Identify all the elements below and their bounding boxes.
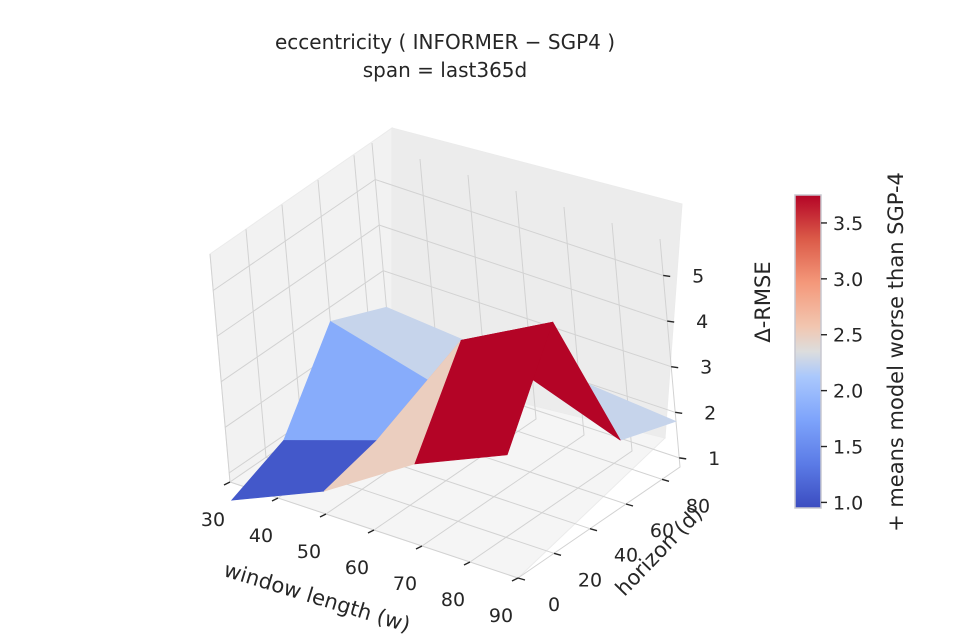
colorbar-tick-label-3: 2.5 [833,325,863,347]
chart-title: eccentricity ( INFORMER − SGP4 ) span = … [275,30,615,82]
subtitle-text: span = last365d [363,58,527,82]
x-axis-label: window length (w) [221,558,413,638]
y-tick-mark-0 [517,577,526,581]
colorbar-gradient [795,195,821,508]
x-axis-ticks: 30 40 50 60 70 80 90 [201,481,519,627]
colorbar-ticks: 1.0 1.5 2.0 2.5 3.0 3.5 [821,213,863,514]
grid-lines [209,142,681,579]
y-tick-label-2: 40 [614,545,638,567]
colorbar-tick-label-1: 1.5 [833,437,863,459]
y-tick-mark-2 [589,527,598,532]
z-axis-label: Δ-RMSE [751,261,775,342]
grid-line-x-3 [373,190,537,531]
z-tick-mark-0 [679,457,687,460]
z-tick-label-2: 3 [700,357,712,379]
y-axis-ticks: 0 20 40 60 80 [517,478,710,616]
grid-line-z-2 [220,270,672,383]
colorbar-tick-label-2: 2.0 [833,381,863,403]
x-tick-mark-1 [271,497,279,502]
grid-line-x-6 [517,238,681,579]
colorbar-label: + means model worse than SGP-4 [884,172,908,532]
grid-line-y-1 [245,229,555,554]
grid-line-x-5 [469,222,633,563]
y-tick-label-4: 80 [686,495,710,517]
z-tick-mark-2 [671,365,679,369]
y-tick-mark-4 [661,478,670,483]
y-tick-mark-3 [625,503,634,507]
z-tick-mark-3 [667,320,675,323]
title-text: eccentricity ( INFORMER − SGP4 ) [275,30,615,54]
x-tick-label-5: 80 [441,589,465,611]
x-tick-label-3: 60 [345,557,369,579]
y-tick-mark-1 [553,552,562,557]
x-tick-mark-6 [511,577,519,582]
x-tick-label-0: 30 [201,509,225,531]
surface-plot [230,306,677,501]
colorbar-tick-label-0: 1.0 [833,492,863,514]
x-tick-mark-5 [463,561,471,566]
x-tick-label-6: 90 [489,605,513,627]
z-axis-ticks: 1 2 3 4 5 [663,265,720,470]
z-tick-label-4: 5 [692,265,704,287]
grid-line-z-4 [212,178,664,291]
colorbar: 1.0 1.5 2.0 2.5 3.0 3.5 + means model worse t… [794,172,908,532]
x-tick-mark-0 [223,481,231,486]
colorbar-tick-label-5: 3.5 [833,213,863,235]
z-tick-label-0: 1 [708,448,720,470]
grid-line-x-4 [421,206,585,547]
x-tick-mark-3 [367,529,375,534]
z-tick-mark-1 [675,411,683,414]
y-tick-label-0: 0 [548,594,560,616]
y-tick-label-3: 60 [650,520,674,542]
x-tick-label-1: 40 [249,525,273,547]
x-tick-label-2: 50 [297,541,321,563]
surface-patch-2-0 [414,321,554,465]
y-tick-label-1: 20 [578,569,602,591]
grid-line-z-3 [216,224,668,337]
z-tick-mark-4 [663,274,671,278]
x-tick-mark-4 [415,545,423,550]
z-tick-label-3: 4 [696,311,708,333]
x-tick-mark-2 [319,513,327,518]
z-tick-label-1: 2 [704,402,716,424]
x-tick-label-4: 70 [393,573,417,595]
colorbar-tick-label-4: 3.0 [833,269,863,291]
colorbar-frame [794,194,822,509]
